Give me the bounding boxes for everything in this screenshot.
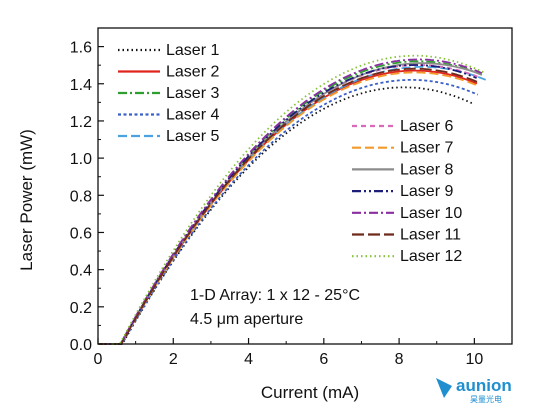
logo-mark-icon [436, 378, 452, 398]
x-tick-label: 8 [395, 351, 404, 368]
legend-label: Laser 7 [400, 140, 453, 157]
y-tick-label: 1.4 [70, 77, 92, 94]
legend-label: Laser 6 [400, 118, 453, 135]
y-tick-label: 1.0 [70, 151, 92, 168]
y-tick-label: 0.4 [70, 263, 92, 280]
legend-label: Laser 5 [166, 128, 219, 145]
series-layer [98, 54, 487, 345]
x-tick-label: 4 [244, 351, 253, 368]
axes-layer [97, 27, 513, 345]
y-tick-label: 1.2 [70, 114, 92, 131]
legend-left: Laser 1 Laser 2 Laser 3 Laser 4 Laser 5 [118, 42, 219, 145]
x-tick-label: 6 [319, 351, 328, 368]
series-line-laser-9 [98, 64, 477, 345]
series-line-laser-12 [98, 54, 486, 345]
series-line-laser-1 [98, 86, 475, 345]
legend-label: Laser 8 [400, 161, 453, 178]
y-tick-label: 0.6 [70, 225, 92, 242]
plot-frame [97, 27, 513, 345]
legend-right: Laser 6 Laser 7 Laser 8 Laser 9 Laser 10 Lase… [352, 118, 462, 265]
y-tick-label: 0.0 [70, 337, 92, 354]
y-tick-label: 0.8 [70, 188, 92, 205]
y-tick-label: 0.2 [70, 300, 92, 317]
legend-label: Laser 4 [166, 107, 219, 124]
x-tick-label: 10 [465, 351, 483, 368]
legend-label: Laser 1 [166, 42, 219, 59]
y-tick-label: 1.6 [70, 40, 92, 57]
series-line-laser-4 [98, 79, 479, 345]
logo-sub: 昊量光电 [470, 394, 502, 404]
legend-label: Laser 11 [400, 227, 461, 244]
x-axis-title: Current (mA) [261, 383, 359, 402]
watermark-logo: aunion 昊量光电 [436, 376, 512, 404]
annotation-aperture: 4.5 μm aperture [190, 311, 303, 328]
y-axis-title: Laser Power (mW) [17, 129, 36, 271]
ticks-layer: 0 2 4 6 8 10 0.0 0.2 0.4 0.6 0.8 1.0 1.2 1.4 1.6 [70, 27, 513, 368]
logo-brand: aunion [456, 376, 512, 395]
legend-label: Laser 12 [400, 248, 462, 265]
x-tick-label: 0 [94, 351, 103, 368]
series-line-laser-11 [98, 67, 478, 345]
legend-label: Laser 9 [400, 183, 453, 200]
series-line-laser-10 [98, 58, 483, 345]
legend-label: Laser 10 [400, 205, 462, 222]
annotation-array: 1-D Array: 1 x 12 - 25°C [190, 287, 360, 304]
legend-label: Laser 3 [166, 85, 219, 102]
x-tick-label: 2 [169, 351, 178, 368]
legend-label: Laser 2 [166, 64, 219, 81]
